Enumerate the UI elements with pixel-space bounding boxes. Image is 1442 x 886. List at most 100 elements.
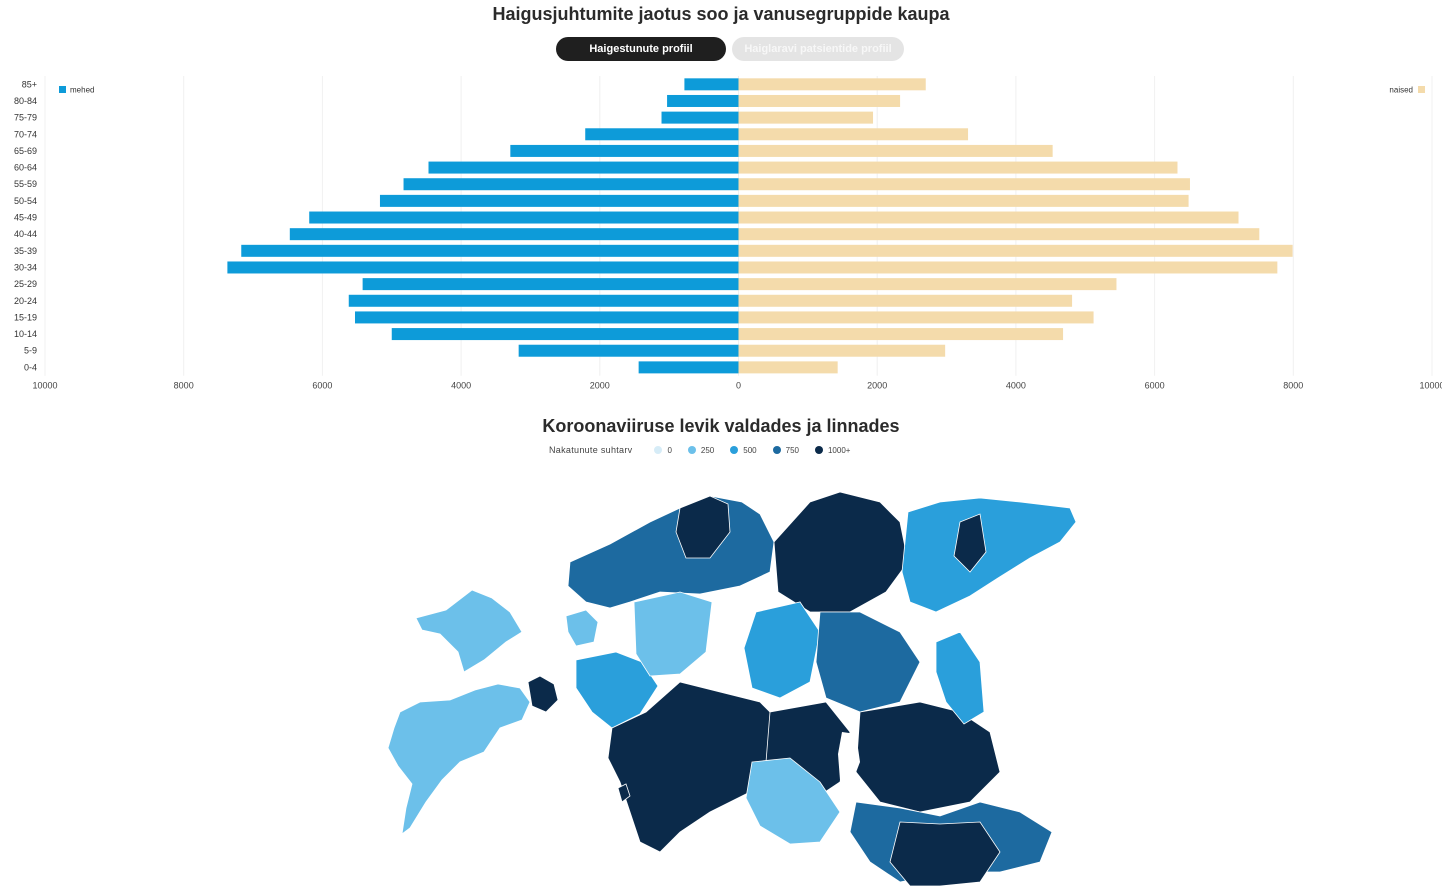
category-label: 70-74 [14,129,37,139]
estonia-choropleth-map[interactable] [380,462,1080,886]
bar-naised [738,178,1190,191]
map-legend-value: 0 [667,445,672,455]
map-region-narva[interactable] [953,513,987,573]
tab-haigestunute-profiil[interactable]: Haigestunute profiil [556,37,726,61]
bar-mehed [354,311,739,324]
legend-swatch-naised [1418,86,1425,93]
map-title: Koroonaviiruse levik valdades ja linnade… [542,416,900,436]
x-tick-label: 4000 [451,381,471,391]
map-region-vorumaa[interactable] [889,821,1001,886]
map-legend-item-750: 750 [772,446,799,455]
map-region-tallinn[interactable] [675,495,731,559]
map-region-ida-virumaa[interactable] [901,497,1077,613]
bar-mehed [661,111,739,124]
map-region-laane-virumaa[interactable] [773,491,909,613]
bar-mehed [379,194,739,207]
map-region-laanemaa[interactable] [575,651,659,729]
bar-naised [738,294,1073,307]
x-tick-label: 8000 [1283,381,1303,391]
legend-swatch-mehed [59,86,66,93]
x-tick-label: 2000 [867,381,887,391]
map-legend-item-1000: 1000+ [814,446,850,455]
bar-mehed [518,344,739,357]
x-tick-label: 6000 [1145,381,1165,391]
map-legend-dot [687,446,696,454]
category-label: 75-79 [14,113,37,123]
category-label: 50-54 [14,196,37,206]
category-label: 15-19 [14,312,37,322]
bar-naised [738,228,1260,241]
category-label: 55-59 [14,179,37,189]
bar-naised [738,328,1064,341]
x-tick-label: 10000 [32,381,57,391]
category-label: 65-69 [14,146,37,156]
category-label: 35-39 [14,246,37,256]
bar-mehed [403,178,739,191]
category-label: 85+ [22,79,37,89]
category-label: 20-24 [14,296,37,306]
x-tick-label: 6000 [312,381,332,391]
map-legend-value: 250 [700,445,715,455]
map-legend-item-500: 500 [730,445,757,455]
legend-label-naised: naised [1389,86,1413,95]
tab-haiglaravi-profiil[interactable]: Haiglaravi patsientide profiil [732,37,904,61]
bar-mehed [241,244,739,257]
map-region-hiiumaa[interactable] [415,589,523,673]
map-region-valgamaa[interactable] [745,757,841,845]
bar-mehed [585,128,739,141]
bar-naised [738,244,1293,257]
map-region-jogevamaa[interactable] [815,611,921,713]
map-region-peipsi-shore[interactable] [935,631,985,725]
category-label: 10-14 [14,329,37,339]
population-pyramid-chart: 85+ 80-84 75-79 70-74 65-69 60-64 55-59 50-54 45… [14,76,1442,391]
category-label: 40-44 [14,229,37,239]
x-tick-label: 8000 [174,381,194,391]
bar-naised [738,94,901,107]
bar-naised [738,161,1178,174]
bar-naised [738,194,1189,207]
legend-label-mehed: mehed [70,86,94,95]
x-tick-label: 2000 [590,381,610,391]
bar-mehed [510,144,739,157]
map-region-raplamaa[interactable] [633,591,713,677]
category-label: 0-4 [24,362,37,372]
bar-naised [738,111,874,124]
x-tick-label: 10000 [1419,381,1442,391]
map-legend-value: 500 [743,445,757,455]
bar-naised [738,278,1117,291]
x-tick-label: 0 [736,381,741,391]
bar-mehed [428,161,739,174]
bar-mehed [289,228,739,241]
category-label: 80-84 [14,96,37,106]
category-label: 25-29 [14,279,37,289]
map-legend-dot [772,446,781,454]
x-tick-label: 4000 [1006,381,1026,391]
category-label: 45-49 [14,213,37,223]
map-region-kihnu[interactable] [617,783,631,803]
map-region-harjumaa[interactable] [567,495,775,609]
profile-tabs: Haigestunute profiil Haiglaravi patsient… [556,37,904,61]
bar-naised [738,144,1053,157]
map-lake-vortsjarv [838,732,860,788]
bar-naised [738,261,1278,274]
bar-mehed [362,278,739,291]
map-region-saaremaa[interactable] [387,683,531,835]
map-legend: Nakatunute suhtarv 0 250 500 750 1000+ [549,445,866,455]
bar-naised [738,311,1094,324]
bar-naised [738,78,926,91]
bar-naised [738,211,1239,224]
bar-mehed [638,361,739,374]
bar-mehed [667,94,739,107]
bar-naised [738,344,946,357]
map-region-vormsi[interactable] [565,609,599,647]
map-region-tartumaa[interactable] [855,701,1001,813]
bar-mehed [684,78,739,91]
bar-mehed [391,328,739,341]
map-region-jarvamaa[interactable] [743,601,821,699]
bar-mehed [227,261,739,274]
category-label: 60-64 [14,163,37,173]
map-legend-label: Nakatunute suhtarv [549,445,633,455]
map-legend-dot [730,446,739,454]
category-label: 30-34 [14,262,37,272]
map-region-muhu[interactable] [527,675,559,713]
